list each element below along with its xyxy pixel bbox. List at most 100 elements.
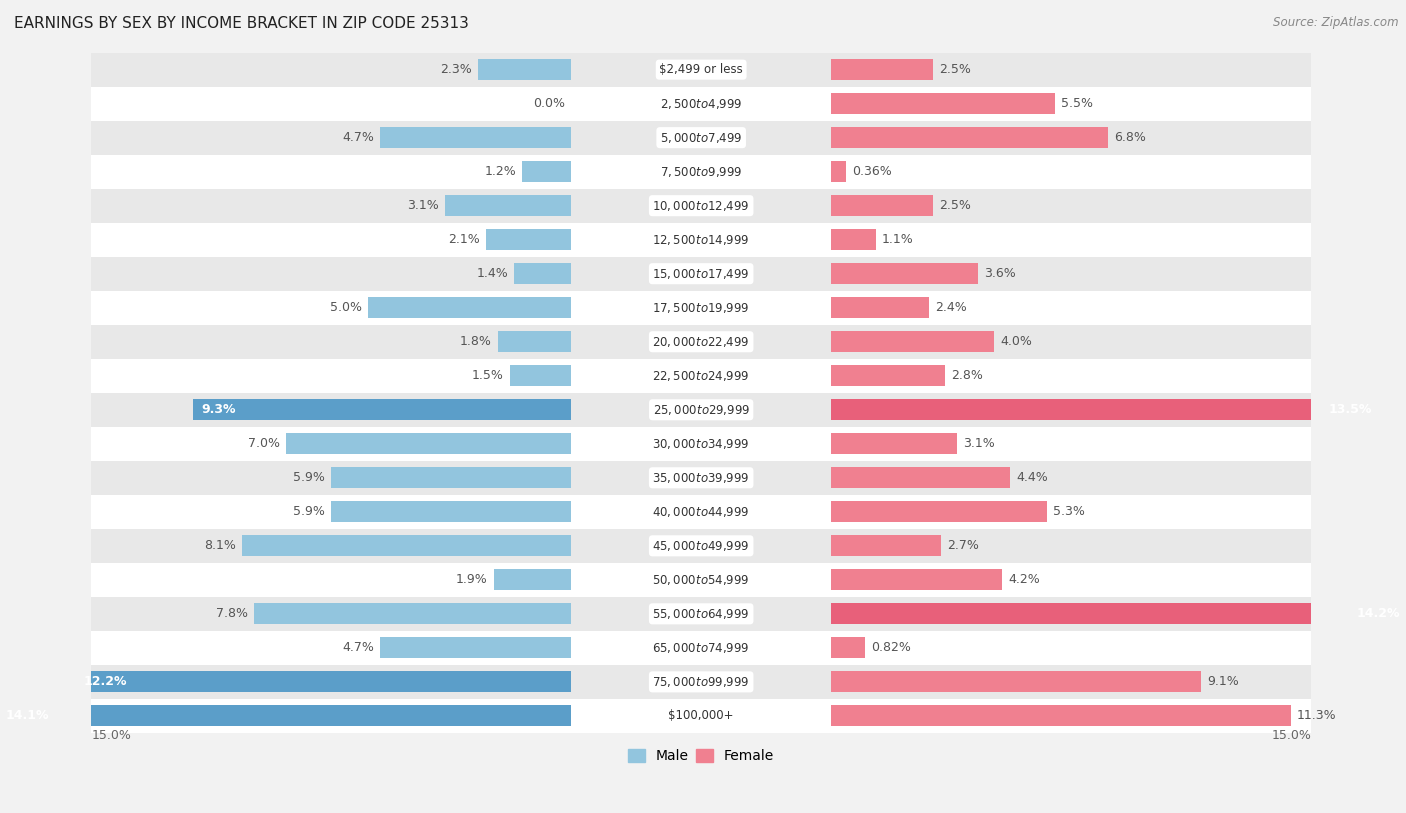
Text: $7,500 to $9,999: $7,500 to $9,999	[659, 165, 742, 179]
Text: 7.0%: 7.0%	[249, 437, 280, 450]
Text: 5.0%: 5.0%	[329, 302, 361, 314]
Bar	[831, 502, 1047, 522]
Bar	[91, 291, 1310, 324]
Text: 1.4%: 1.4%	[477, 267, 508, 280]
Text: 0.0%: 0.0%	[533, 97, 565, 110]
Bar	[831, 637, 865, 659]
Text: $12,500 to $14,999: $12,500 to $14,999	[652, 233, 749, 246]
Text: $30,000 to $34,999: $30,000 to $34,999	[652, 437, 749, 450]
Bar	[831, 467, 1010, 489]
Text: 5.9%: 5.9%	[294, 506, 325, 519]
Bar	[91, 257, 1310, 291]
Bar	[193, 399, 571, 420]
Text: 2.4%: 2.4%	[935, 302, 967, 314]
Text: 1.8%: 1.8%	[460, 335, 492, 348]
Bar	[91, 393, 1310, 427]
Text: 4.4%: 4.4%	[1017, 472, 1047, 485]
Bar	[831, 433, 957, 454]
Bar	[91, 427, 1310, 461]
Text: 5.9%: 5.9%	[294, 472, 325, 485]
Bar	[91, 120, 1310, 154]
Bar	[478, 59, 571, 80]
Bar	[332, 467, 571, 489]
Bar	[91, 324, 1310, 359]
Bar	[91, 495, 1310, 528]
Text: 0.36%: 0.36%	[852, 165, 891, 178]
Text: 0.82%: 0.82%	[870, 641, 911, 654]
Text: 7.8%: 7.8%	[215, 607, 247, 620]
Text: EARNINGS BY SEX BY INCOME BRACKET IN ZIP CODE 25313: EARNINGS BY SEX BY INCOME BRACKET IN ZIP…	[14, 16, 470, 31]
Text: 9.1%: 9.1%	[1208, 676, 1239, 689]
Text: 4.2%: 4.2%	[1008, 573, 1040, 586]
Legend: Male, Female: Male, Female	[623, 744, 779, 769]
Text: 8.1%: 8.1%	[204, 539, 236, 552]
Text: 14.2%: 14.2%	[1357, 607, 1400, 620]
Bar	[242, 535, 571, 556]
Text: 2.8%: 2.8%	[952, 369, 983, 382]
Text: $40,000 to $44,999: $40,000 to $44,999	[652, 505, 749, 519]
Bar	[380, 637, 571, 659]
Bar	[446, 195, 571, 216]
Text: 2.7%: 2.7%	[948, 539, 979, 552]
Text: 15.0%: 15.0%	[91, 729, 131, 742]
Bar	[91, 563, 1310, 597]
Bar	[515, 263, 571, 285]
Text: 5.3%: 5.3%	[1053, 506, 1085, 519]
Bar	[831, 603, 1406, 624]
Text: 4.7%: 4.7%	[342, 131, 374, 144]
Bar	[91, 699, 1310, 733]
Text: $50,000 to $54,999: $50,000 to $54,999	[652, 573, 749, 587]
Text: $22,500 to $24,999: $22,500 to $24,999	[652, 369, 749, 383]
Text: 3.1%: 3.1%	[963, 437, 995, 450]
Bar	[831, 195, 934, 216]
Bar	[831, 298, 929, 318]
Text: 13.5%: 13.5%	[1329, 403, 1372, 416]
Bar	[831, 399, 1381, 420]
Text: Source: ZipAtlas.com: Source: ZipAtlas.com	[1274, 16, 1399, 29]
Bar	[485, 229, 571, 250]
Bar	[75, 672, 571, 693]
Text: 1.1%: 1.1%	[882, 233, 914, 246]
Bar	[368, 298, 571, 318]
Bar	[332, 502, 571, 522]
Bar	[91, 87, 1310, 120]
Bar	[831, 127, 1108, 148]
Text: 9.3%: 9.3%	[201, 403, 236, 416]
Bar	[831, 365, 945, 386]
Bar	[831, 331, 994, 352]
Text: 1.9%: 1.9%	[456, 573, 488, 586]
Text: 14.1%: 14.1%	[6, 710, 49, 723]
Bar	[91, 53, 1310, 87]
Text: $20,000 to $22,499: $20,000 to $22,499	[652, 335, 749, 349]
Bar	[510, 365, 571, 386]
Text: 1.5%: 1.5%	[472, 369, 503, 382]
Bar	[831, 535, 941, 556]
Bar	[831, 706, 1291, 727]
Text: 5.5%: 5.5%	[1062, 97, 1092, 110]
Text: 3.1%: 3.1%	[408, 199, 439, 212]
Bar	[831, 263, 977, 285]
Text: 6.8%: 6.8%	[1114, 131, 1146, 144]
Bar	[91, 665, 1310, 699]
Text: $100,000+: $100,000+	[668, 710, 734, 723]
Text: $35,000 to $39,999: $35,000 to $39,999	[652, 471, 749, 485]
Text: 2.3%: 2.3%	[440, 63, 471, 76]
Bar	[254, 603, 571, 624]
Text: 2.5%: 2.5%	[939, 63, 972, 76]
Text: $15,000 to $17,499: $15,000 to $17,499	[652, 267, 749, 280]
Text: $5,000 to $7,499: $5,000 to $7,499	[659, 131, 742, 145]
Text: $10,000 to $12,499: $10,000 to $12,499	[652, 198, 749, 213]
Bar	[91, 223, 1310, 257]
Text: 4.7%: 4.7%	[342, 641, 374, 654]
Bar	[91, 631, 1310, 665]
Text: $75,000 to $99,999: $75,000 to $99,999	[652, 675, 749, 689]
Bar	[831, 229, 876, 250]
Bar	[831, 161, 846, 182]
Text: 11.3%: 11.3%	[1296, 710, 1337, 723]
Text: 2.5%: 2.5%	[939, 199, 972, 212]
Text: $2,499 or less: $2,499 or less	[659, 63, 742, 76]
Bar	[498, 331, 571, 352]
Text: $55,000 to $64,999: $55,000 to $64,999	[652, 606, 749, 621]
Bar	[0, 706, 571, 727]
Bar	[380, 127, 571, 148]
